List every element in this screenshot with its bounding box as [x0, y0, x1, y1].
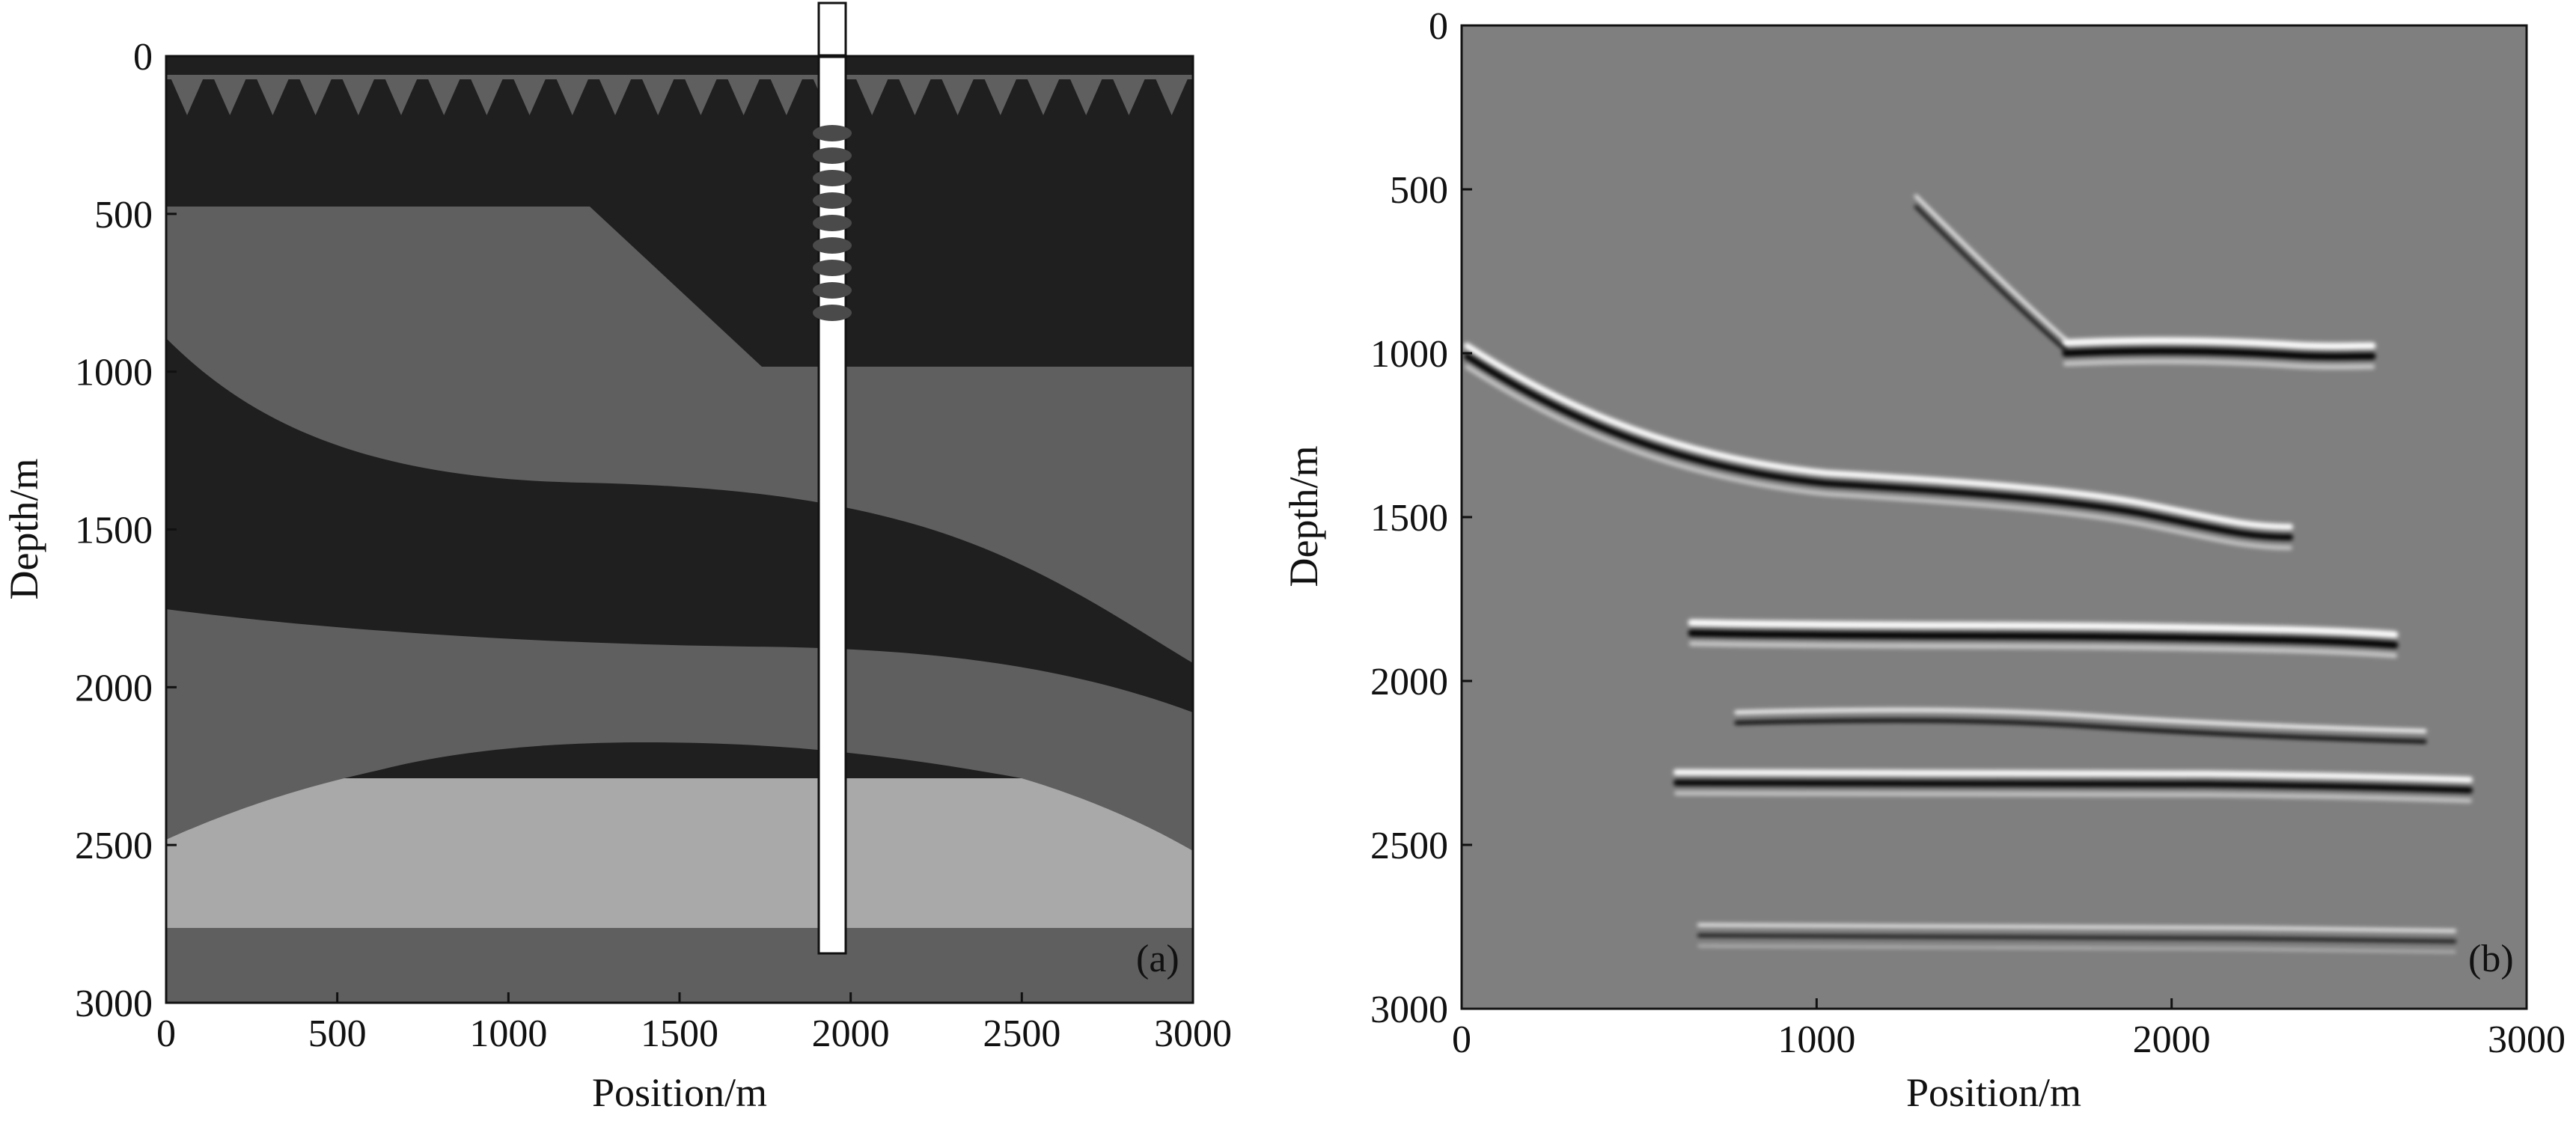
receiver-icon — [256, 78, 290, 115]
source-icon — [813, 170, 852, 186]
y-tick-label-a: 0 — [133, 36, 153, 79]
receiver-icon — [299, 78, 332, 115]
panel-a: 0 500 1000 1500 2000 2500 30000500100015002000… — [1, 1, 1232, 1115]
y-tick-label-b: 1000 — [1370, 333, 1448, 376]
source-icon — [813, 147, 852, 164]
y-tick-label-b: 500 — [1390, 169, 1448, 212]
receiver-icon — [470, 78, 504, 115]
y-tick-label-a: 2500 — [75, 825, 153, 867]
y-tick-label-b: 2000 — [1370, 661, 1448, 703]
sources — [813, 125, 852, 321]
receiver-icon — [1155, 78, 1188, 115]
y-tick-label-a: 3000 — [75, 983, 153, 1025]
receiver-icon — [555, 78, 589, 115]
receiver-icon — [941, 78, 974, 115]
reflector-event — [1673, 769, 2473, 803]
x-tick-label-a: 2500 — [983, 1012, 1060, 1055]
x-tick-label-a: 500 — [308, 1012, 367, 1055]
receiver-icon — [385, 78, 418, 115]
source-icon — [813, 282, 852, 299]
receiver-icon — [1027, 78, 1060, 115]
y-tick-label-b: 1500 — [1370, 497, 1448, 540]
source-icon — [813, 125, 852, 141]
source-icon — [813, 237, 852, 254]
reflector-events — [1464, 195, 2473, 953]
receiver-triangles — [166, 75, 1193, 115]
receiver-icon — [427, 78, 461, 115]
layer-7 — [166, 778, 1193, 928]
receiver-icon — [599, 78, 632, 115]
reflector-event — [1464, 343, 2293, 550]
x-tick-label-b: 3000 — [2488, 1018, 2566, 1061]
x-tick-label-b: 2000 — [2133, 1018, 2211, 1061]
y-axis-label-a: Depth/m — [1, 459, 46, 600]
y-tick-label-a: 500 — [94, 194, 153, 236]
panel-label-b: (b) — [2468, 938, 2514, 980]
velocity-model — [166, 56, 1193, 1003]
y-tick-label-b: 3000 — [1370, 989, 1448, 1031]
reflector-event — [1734, 708, 2427, 744]
source-icon — [813, 192, 852, 209]
receiver-icon — [513, 78, 546, 115]
source-icon — [813, 215, 852, 231]
y-tick-label-b: 0 — [1429, 5, 1448, 48]
receiver-icon — [171, 78, 204, 115]
x-tick-label-a: 1500 — [641, 1012, 718, 1055]
y-tick-label-b: 2500 — [1370, 825, 1448, 867]
receiver-icon — [727, 78, 760, 115]
receiver-icon — [213, 78, 247, 115]
ticks-a: 0 500 1000 1500 2000 2500 30000500100015002000… — [75, 36, 1232, 1055]
reflector-event — [1914, 195, 2067, 352]
receiver-icon — [641, 78, 675, 115]
receiver-icon — [1069, 78, 1103, 115]
receiver-icon — [769, 78, 803, 115]
receiver-icon — [855, 78, 889, 115]
well — [817, 1, 847, 955]
migrated-image — [1462, 25, 2527, 1009]
receiver-icon — [341, 78, 375, 115]
y-tick-label-a: 1000 — [75, 352, 153, 394]
y-axis-label-b: Depth/m — [1281, 446, 1326, 587]
source-icon — [813, 305, 852, 321]
x-tick-label-b: 0 — [1452, 1018, 1471, 1061]
y-tick-label-a: 2000 — [75, 667, 153, 709]
receiver-icon — [1112, 78, 1146, 115]
panel-label-a: (a) — [1136, 938, 1179, 980]
receiver-icon — [983, 78, 1017, 115]
x-tick-label-a: 1000 — [469, 1012, 547, 1055]
x-tick-label-b: 1000 — [1777, 1018, 1855, 1061]
x-axis-label-b: Position/m — [1906, 1070, 2081, 1115]
x-tick-label-a: 2000 — [812, 1012, 890, 1055]
x-tick-label-a: 0 — [156, 1012, 176, 1055]
reflector-event — [2062, 337, 2376, 370]
reflector-event — [1688, 619, 2399, 659]
x-axis-label-a: Position/m — [592, 1070, 767, 1115]
receiver-icon — [684, 78, 718, 115]
source-icon — [813, 260, 852, 276]
image-background — [1462, 25, 2527, 1009]
x-tick-label-a: 3000 — [1154, 1012, 1232, 1055]
y-tick-label-a: 1500 — [75, 510, 153, 552]
reflector-event — [1697, 923, 2456, 953]
receiver-icon — [898, 78, 932, 115]
layer-bottom — [166, 928, 1193, 1003]
